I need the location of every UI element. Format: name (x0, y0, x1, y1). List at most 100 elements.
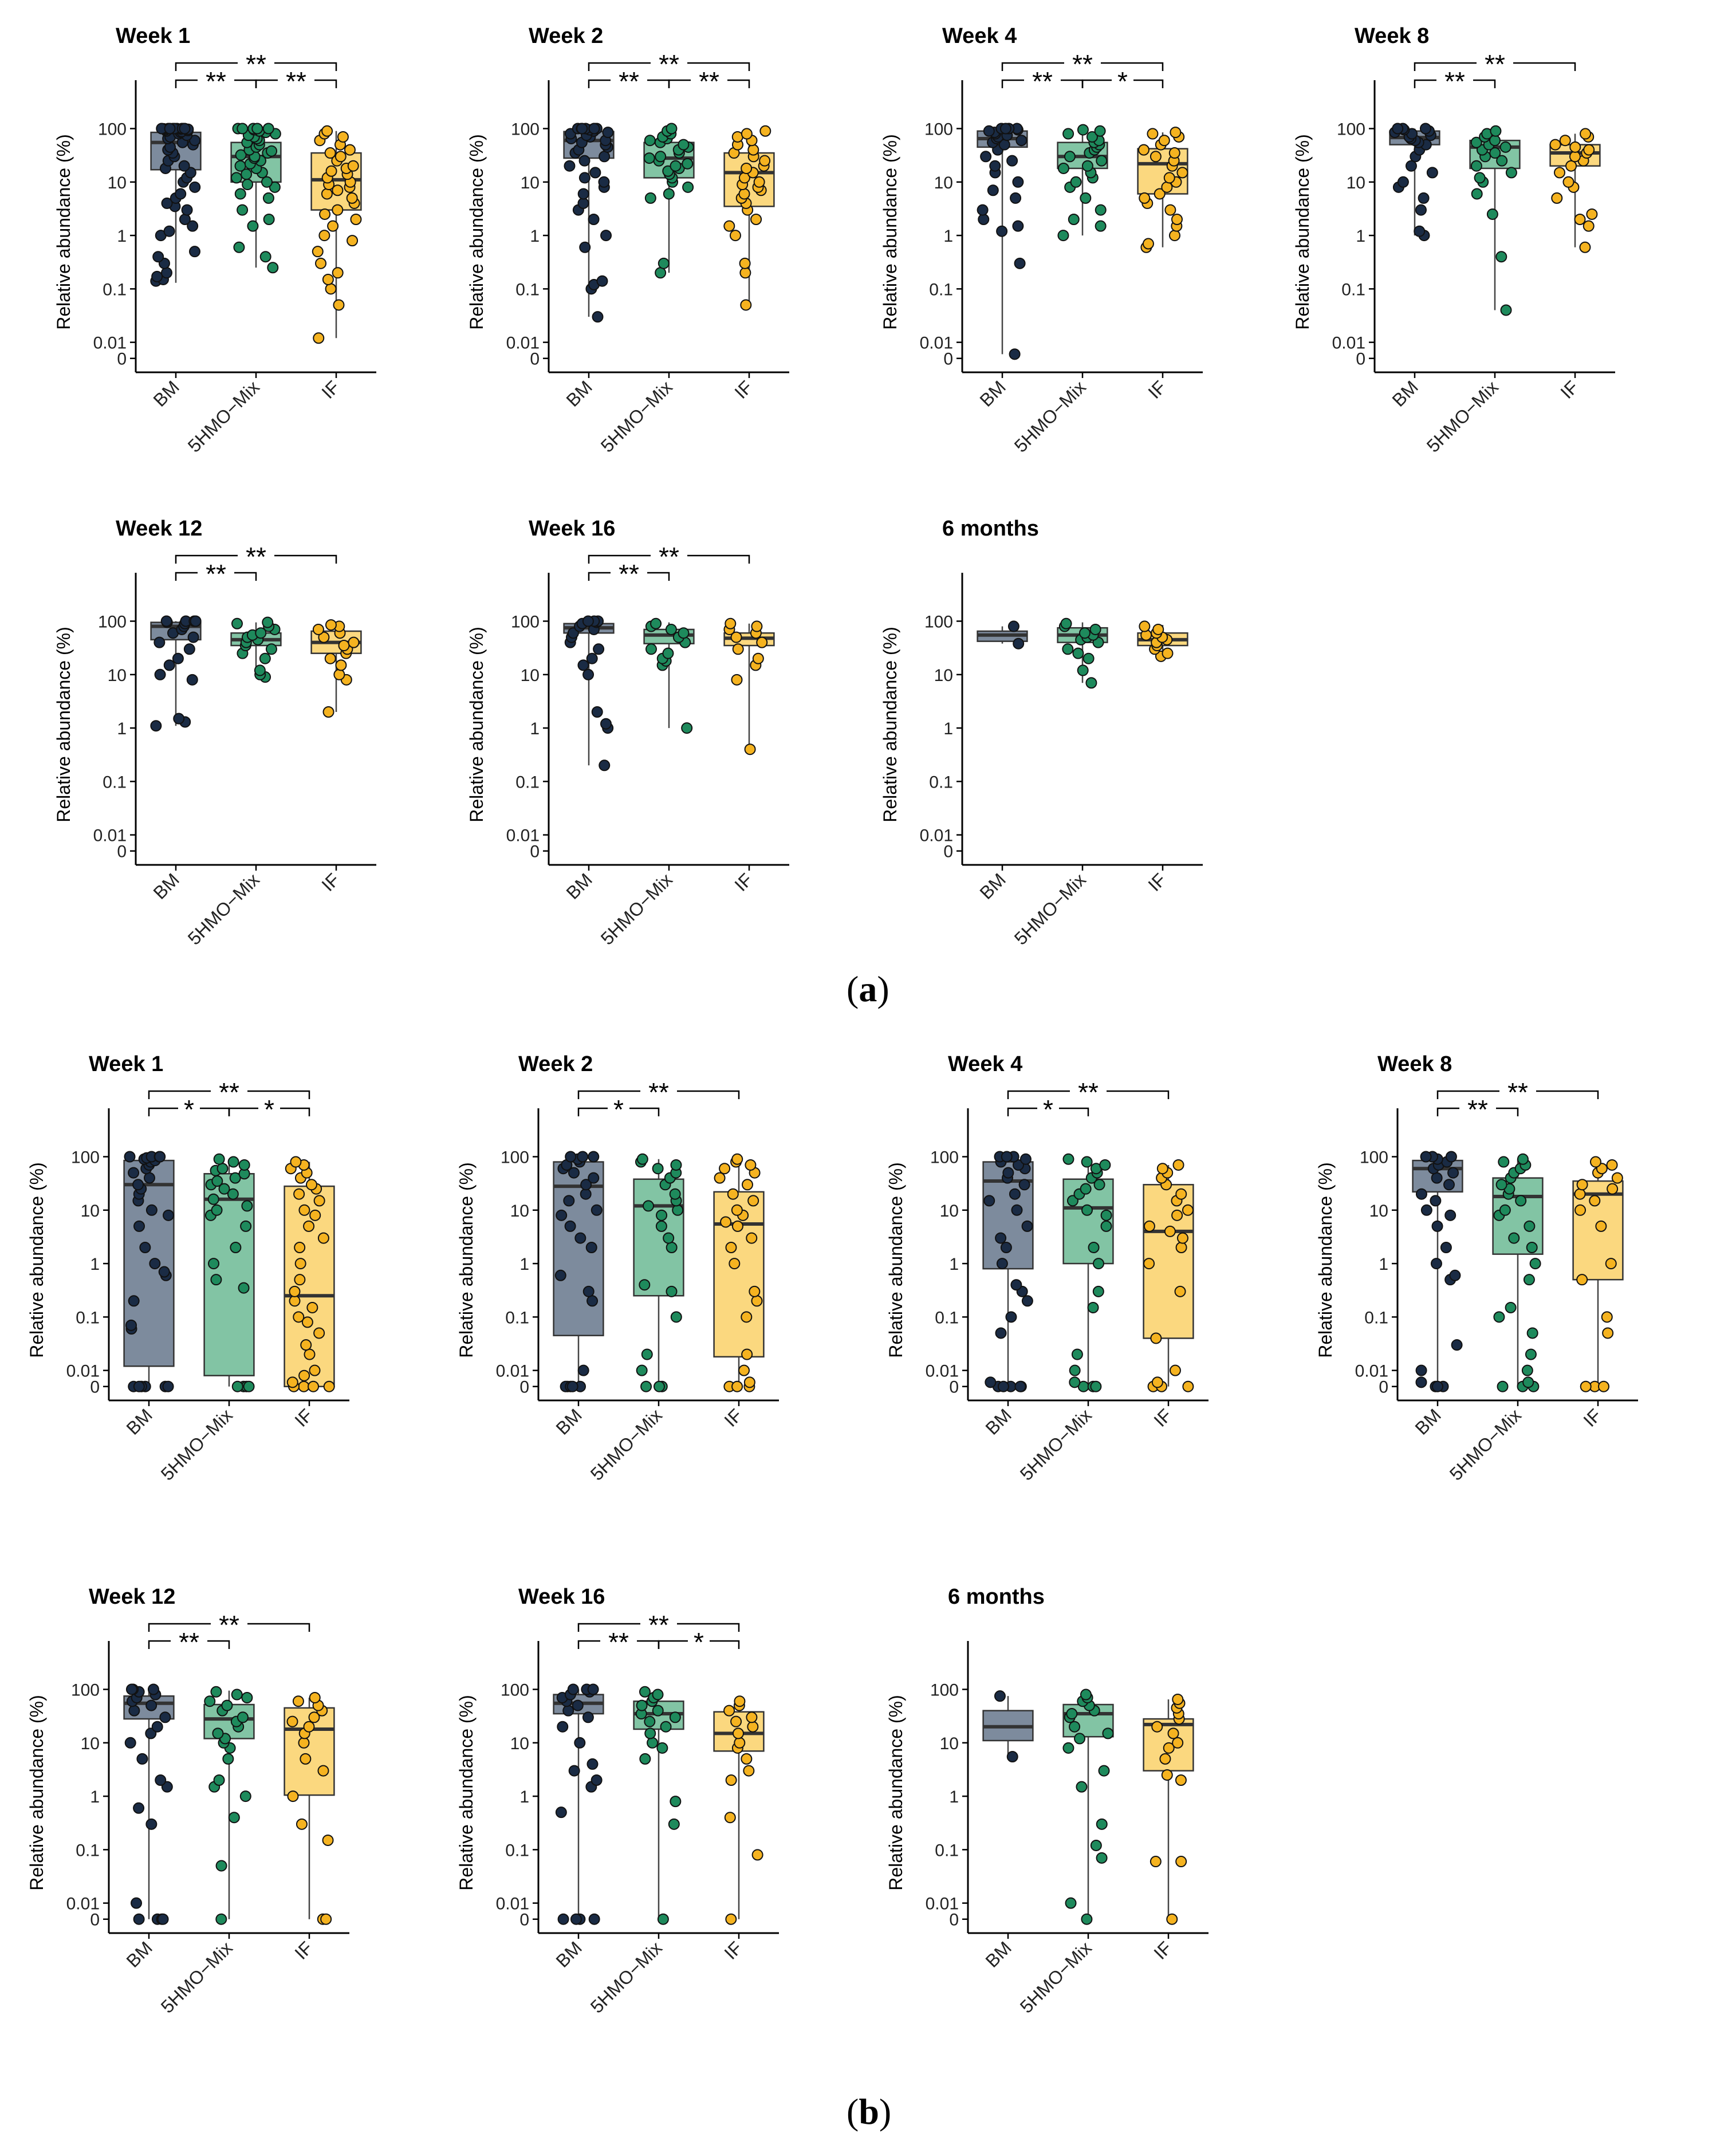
data-point (304, 1348, 316, 1360)
data-point (751, 1849, 763, 1861)
data-point (327, 220, 339, 232)
y-tick-label: 10 (81, 1202, 100, 1221)
data-point (1090, 1380, 1102, 1392)
y-tick-label: 10 (521, 666, 540, 685)
data-point (124, 1151, 136, 1163)
data-point (303, 1721, 315, 1733)
data-point (1562, 176, 1574, 188)
data-point (660, 1721, 672, 1733)
data-point (133, 1913, 145, 1925)
data-point (320, 1913, 332, 1925)
data-point (644, 1715, 656, 1727)
data-point (1085, 677, 1097, 689)
data-point (591, 706, 603, 718)
significance-label: ** (1072, 49, 1093, 79)
data-point (983, 125, 995, 137)
data-point (591, 1204, 603, 1216)
data-point (189, 181, 201, 193)
data-point (1162, 647, 1174, 659)
data-point (588, 1151, 600, 1163)
data-point (1081, 1156, 1093, 1168)
data-point (994, 1690, 1006, 1702)
data-point (317, 1232, 329, 1244)
data-point (1447, 1167, 1459, 1179)
data-point (1150, 151, 1162, 163)
data-point (1405, 160, 1417, 172)
data-point (237, 204, 249, 216)
data-point (1611, 1172, 1623, 1184)
data-point (995, 1232, 1007, 1244)
data-point (216, 1163, 229, 1175)
data-point (303, 1220, 315, 1232)
y-tick-label: 1 (117, 719, 127, 738)
data-point (577, 1151, 589, 1163)
data-point (1495, 1179, 1507, 1191)
data-point (570, 1913, 582, 1925)
data-point (290, 1156, 302, 1168)
data-point (745, 1159, 757, 1171)
data-point (1096, 155, 1108, 167)
y-tick-label: 0.1 (505, 1308, 529, 1327)
data-point (150, 720, 162, 732)
y-tick-label: 0.01 (1355, 1362, 1388, 1381)
x-tick-label: IF (720, 1404, 746, 1431)
x-tick-label: IF (1144, 376, 1170, 403)
data-point (564, 1220, 576, 1232)
data-point (1471, 188, 1483, 200)
y-tick-label: 10 (521, 174, 540, 192)
data-point (987, 184, 999, 196)
data-point (322, 1834, 334, 1846)
y-tick-label: 0.1 (505, 1841, 529, 1860)
data-point (1010, 192, 1022, 204)
data-point (187, 220, 199, 232)
chart-b-week-4: Week 4 Relative abundance (%) 00.01 0.1 1 10 1… (885, 1052, 1208, 1485)
significance-label-bg (608, 1099, 629, 1115)
chart-title: Week 16 (529, 517, 615, 541)
data-point (565, 1151, 577, 1163)
data-point (125, 1319, 137, 1331)
y-tick-label: 0.1 (76, 1308, 100, 1327)
significance-label: * (1043, 1095, 1053, 1124)
data-point (1151, 1721, 1163, 1733)
data-point (1090, 1839, 1102, 1851)
significance-label: ** (699, 66, 719, 96)
y-tick-label: 0 (519, 1378, 529, 1397)
significance-label: ** (648, 1077, 669, 1107)
data-point (1087, 1301, 1099, 1313)
data-point (734, 1695, 746, 1707)
data-point (157, 1913, 169, 1925)
data-point (1068, 213, 1080, 225)
data-point (731, 674, 743, 686)
data-point (1057, 162, 1069, 174)
data-point (1095, 220, 1107, 232)
data-point (164, 123, 176, 135)
data-point (1007, 620, 1019, 632)
data-point (732, 643, 744, 655)
data-point (1601, 1311, 1613, 1323)
data-point (344, 144, 356, 156)
data-point (309, 1691, 321, 1703)
data-point (1062, 1153, 1074, 1165)
panel-label-b: (b) (847, 2091, 892, 2132)
data-point (163, 1209, 175, 1221)
y-tick-label: 100 (1337, 120, 1365, 139)
y-tick-label: 10 (940, 1734, 959, 1753)
data-point (1161, 181, 1173, 193)
data-point (301, 1316, 313, 1328)
data-point (640, 1380, 652, 1392)
data-point (241, 1691, 253, 1703)
chart-title: 6 months (948, 1585, 1045, 1609)
data-point (593, 643, 605, 655)
data-point (241, 1200, 253, 1212)
data-point (1167, 1727, 1179, 1739)
significance-label: ** (286, 66, 306, 96)
significance-label-bg (238, 54, 274, 70)
data-point (588, 213, 600, 225)
y-tick-label: 100 (98, 120, 127, 139)
chart-title: Week 12 (116, 517, 202, 541)
data-point (1080, 1183, 1092, 1195)
data-point (1139, 192, 1151, 204)
data-point (725, 1913, 737, 1925)
data-point (1589, 1195, 1601, 1207)
x-tick-label: IF (1556, 376, 1583, 403)
